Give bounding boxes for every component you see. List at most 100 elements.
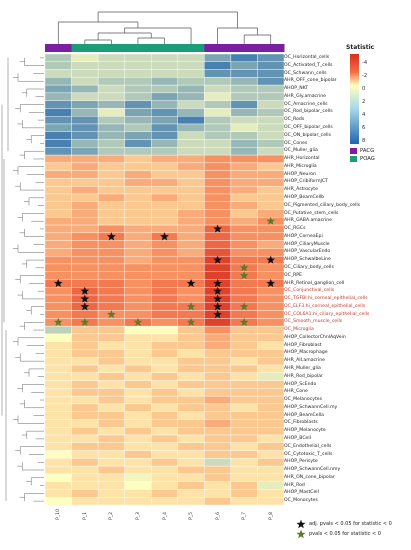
row-label: AHR_Retinal_ganglion_cell bbox=[284, 280, 345, 286]
heatmap-cell bbox=[44, 442, 72, 451]
row-label: AHOP_BCell bbox=[284, 436, 311, 442]
heatmap-cell bbox=[97, 123, 125, 132]
heatmap-cell bbox=[230, 193, 258, 202]
heatmap-cell bbox=[71, 388, 99, 397]
heatmap-cell bbox=[257, 357, 285, 366]
heatmap-cell bbox=[177, 263, 205, 272]
heatmap-cell bbox=[204, 450, 232, 459]
row-label: AHR_OFF_cone_bipolar bbox=[284, 78, 337, 84]
heatmap-cell bbox=[204, 458, 232, 467]
heatmap-cell bbox=[257, 240, 285, 249]
row-label: AHOP_BeamCellb bbox=[284, 194, 325, 200]
row-label: OC_Rod_bipolar_cells bbox=[284, 109, 333, 115]
heatmap-cell bbox=[177, 271, 205, 280]
adj-significance-star bbox=[266, 255, 276, 264]
adj-significance-star bbox=[213, 294, 222, 303]
heatmap-cell bbox=[230, 178, 258, 187]
heatmap-cell bbox=[44, 411, 72, 420]
heatmap-cell bbox=[151, 442, 178, 451]
row-label: OC_Pigmented_ciliary_body_cells bbox=[284, 202, 361, 208]
heatmap-cell bbox=[257, 497, 285, 506]
heatmap-cell bbox=[204, 372, 232, 381]
heatmap-cell bbox=[97, 170, 125, 179]
heatmap-cell bbox=[230, 53, 258, 62]
heatmap-cell bbox=[151, 271, 178, 280]
heatmap-cell bbox=[124, 465, 152, 475]
row-label: OC_Melanocytes bbox=[284, 397, 322, 403]
heatmap-cell bbox=[44, 341, 72, 350]
heatmap-cell bbox=[257, 325, 285, 335]
heatmap-cell bbox=[151, 388, 178, 397]
heatmap-cell bbox=[257, 69, 285, 78]
heatmap-cell bbox=[97, 419, 125, 428]
heatmap-cell bbox=[97, 465, 125, 475]
heatmap-cell bbox=[44, 395, 72, 405]
heatmap-cell bbox=[124, 100, 152, 109]
heatmap-cell bbox=[177, 287, 205, 296]
heatmap-cell bbox=[97, 248, 125, 257]
column-label: P_1 bbox=[82, 512, 88, 520]
row-label: OC_Muller_glia bbox=[284, 148, 318, 154]
heatmap-cell bbox=[230, 108, 258, 117]
heatmap-cell bbox=[124, 333, 152, 342]
heatmap-cell bbox=[71, 84, 99, 94]
heatmap-cell bbox=[71, 248, 99, 257]
heatmap-cell bbox=[151, 333, 178, 342]
heatmap-cell bbox=[97, 84, 125, 94]
heatmap-cell bbox=[151, 372, 178, 381]
colorbar-tick-label: 6 bbox=[362, 125, 366, 131]
heatmap-cell bbox=[257, 287, 285, 296]
heatmap-cell bbox=[44, 100, 72, 109]
heatmap-cell bbox=[230, 349, 258, 358]
heatmap-cell bbox=[257, 473, 285, 482]
heatmap-cell bbox=[151, 294, 178, 304]
heatmap-cell bbox=[97, 53, 125, 62]
raw-significance-star bbox=[53, 317, 63, 326]
heatmap-cell bbox=[177, 380, 205, 389]
heatmap-cell bbox=[177, 84, 205, 94]
heatmap-cell bbox=[177, 170, 205, 179]
group-legend-item: POAG bbox=[350, 156, 375, 162]
heatmap-cell bbox=[177, 53, 205, 62]
row-label: AHR_Horizontal bbox=[284, 156, 320, 162]
heatmap-cell bbox=[177, 92, 205, 101]
heatmap-cell bbox=[230, 489, 258, 498]
heatmap-cell bbox=[204, 178, 232, 187]
heatmap-cell bbox=[177, 224, 205, 234]
heatmap-cell bbox=[151, 69, 178, 78]
row-label: AHR_AII.amacrine bbox=[284, 358, 325, 364]
heatmap-cell bbox=[204, 108, 232, 117]
heatmap-cell bbox=[151, 53, 178, 62]
heatmap-cell bbox=[124, 450, 152, 459]
heatmap-cell bbox=[71, 193, 99, 202]
heatmap-cell bbox=[230, 77, 258, 86]
heatmap-cell bbox=[44, 92, 72, 101]
heatmap-cell bbox=[204, 209, 232, 218]
heatmap-cell bbox=[71, 61, 99, 70]
adj-significance-star bbox=[186, 278, 196, 288]
heatmap-cell bbox=[71, 170, 99, 179]
heatmap-cell bbox=[71, 139, 99, 148]
heatmap-cell bbox=[124, 325, 152, 335]
heatmap-cell bbox=[257, 209, 285, 218]
row-label: AHOP_CollectorChnlAqVein bbox=[284, 334, 346, 340]
row-label: AHR_Microglia bbox=[284, 163, 317, 169]
heatmap-cell bbox=[124, 178, 152, 187]
heatmap-cell bbox=[257, 318, 285, 327]
heatmap-cell bbox=[151, 84, 178, 94]
column-label: P_7 bbox=[242, 512, 248, 520]
heatmap-cell bbox=[71, 69, 99, 78]
group-legend-label: POAG bbox=[360, 156, 375, 162]
row-label: OC_OFF_bipolar_cells bbox=[284, 124, 333, 130]
heatmap-cell bbox=[257, 162, 285, 171]
heatmap-cell bbox=[257, 147, 285, 156]
heatmap-cell bbox=[71, 364, 99, 374]
heatmap-cell bbox=[44, 255, 72, 265]
heatmap-cell bbox=[230, 123, 258, 132]
row-label: AHOP_SchwalbeLine bbox=[284, 257, 331, 263]
heatmap-cell bbox=[44, 357, 72, 366]
heatmap-cell bbox=[151, 162, 178, 171]
adj-significance-star bbox=[213, 309, 222, 319]
heatmap-cell bbox=[204, 240, 232, 249]
